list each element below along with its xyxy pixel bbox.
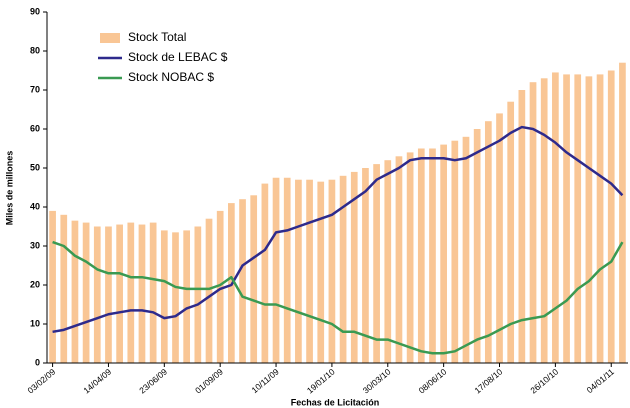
x-tick-label: 03/02/09 [26,366,58,395]
bar [406,152,414,363]
bar [373,164,380,363]
bar [362,168,369,363]
y-tick-label: 30 [30,240,40,250]
x-tick-label: 04/01/11 [585,366,616,395]
bar [417,148,425,363]
line [52,125,624,334]
x-tick-label: 26/10/10 [528,366,560,395]
x-axis-label: Fechas de Licitación [291,397,380,407]
x-tick-label: 10/11/09 [249,366,280,395]
x-tick-label: 17/08/10 [472,366,504,395]
legend-label: Stock Total [128,30,186,44]
bar [574,74,582,364]
bar [138,224,146,363]
bar [540,78,548,364]
bar [49,210,56,363]
bar [518,90,526,363]
legend-label: Stock de LEBAC $ [128,50,228,64]
y-tick-label: 80 [30,45,40,55]
y-tick-label: 40 [30,201,40,211]
y-tick-label: 90 [30,6,40,16]
bar [552,72,559,363]
bar [183,230,191,363]
y-tick-label: 70 [30,84,40,94]
bar [350,171,358,363]
bar [596,74,604,364]
bar [619,62,626,363]
legend-label: Stock NOBAC $ [128,70,214,84]
y-tick-label: 10 [30,318,40,328]
x-tick-label: 19/01/10 [305,366,337,395]
x-tick-label: 08/06/10 [417,366,449,395]
bar [507,101,515,363]
line [52,240,624,355]
legend-swatch [100,33,120,43]
bar [250,195,258,363]
bar [239,199,246,363]
bar [283,177,291,363]
bar [194,226,202,363]
bar [149,222,157,363]
bar [82,222,90,363]
y-axis-label: Miles de millones [4,151,14,226]
bar [116,224,123,363]
x-tick-label: 23/06/09 [137,366,169,395]
bar [306,179,313,363]
bar [60,214,68,363]
bar [395,156,403,363]
bar [451,140,459,363]
bar [261,183,269,363]
bar [205,218,213,363]
bar [529,82,537,363]
bar [440,144,447,363]
x-tick-label: 01/09/09 [193,366,225,395]
bar [484,121,492,363]
x-tick-label: 30/03/10 [361,366,393,395]
bar [473,129,481,363]
bar [172,232,179,363]
bar [328,179,336,363]
bar [339,175,347,363]
y-tick-label: 50 [30,162,40,172]
x-tick-label: 14/04/09 [81,366,113,395]
bar [105,226,112,363]
bar [429,148,436,363]
bar [384,160,392,363]
bar [496,113,503,364]
bar [127,222,135,363]
bar [607,70,615,363]
bar [317,181,325,363]
bar [585,76,593,363]
bar [272,177,280,363]
bar [71,220,79,363]
bar [563,74,570,364]
y-tick-label: 60 [30,123,40,133]
bar [216,210,224,363]
y-tick-label: 20 [30,279,40,289]
y-tick-label: 0 [35,357,40,367]
bar [160,230,168,363]
bar [93,226,101,363]
bar [462,136,470,363]
bar [295,179,302,363]
